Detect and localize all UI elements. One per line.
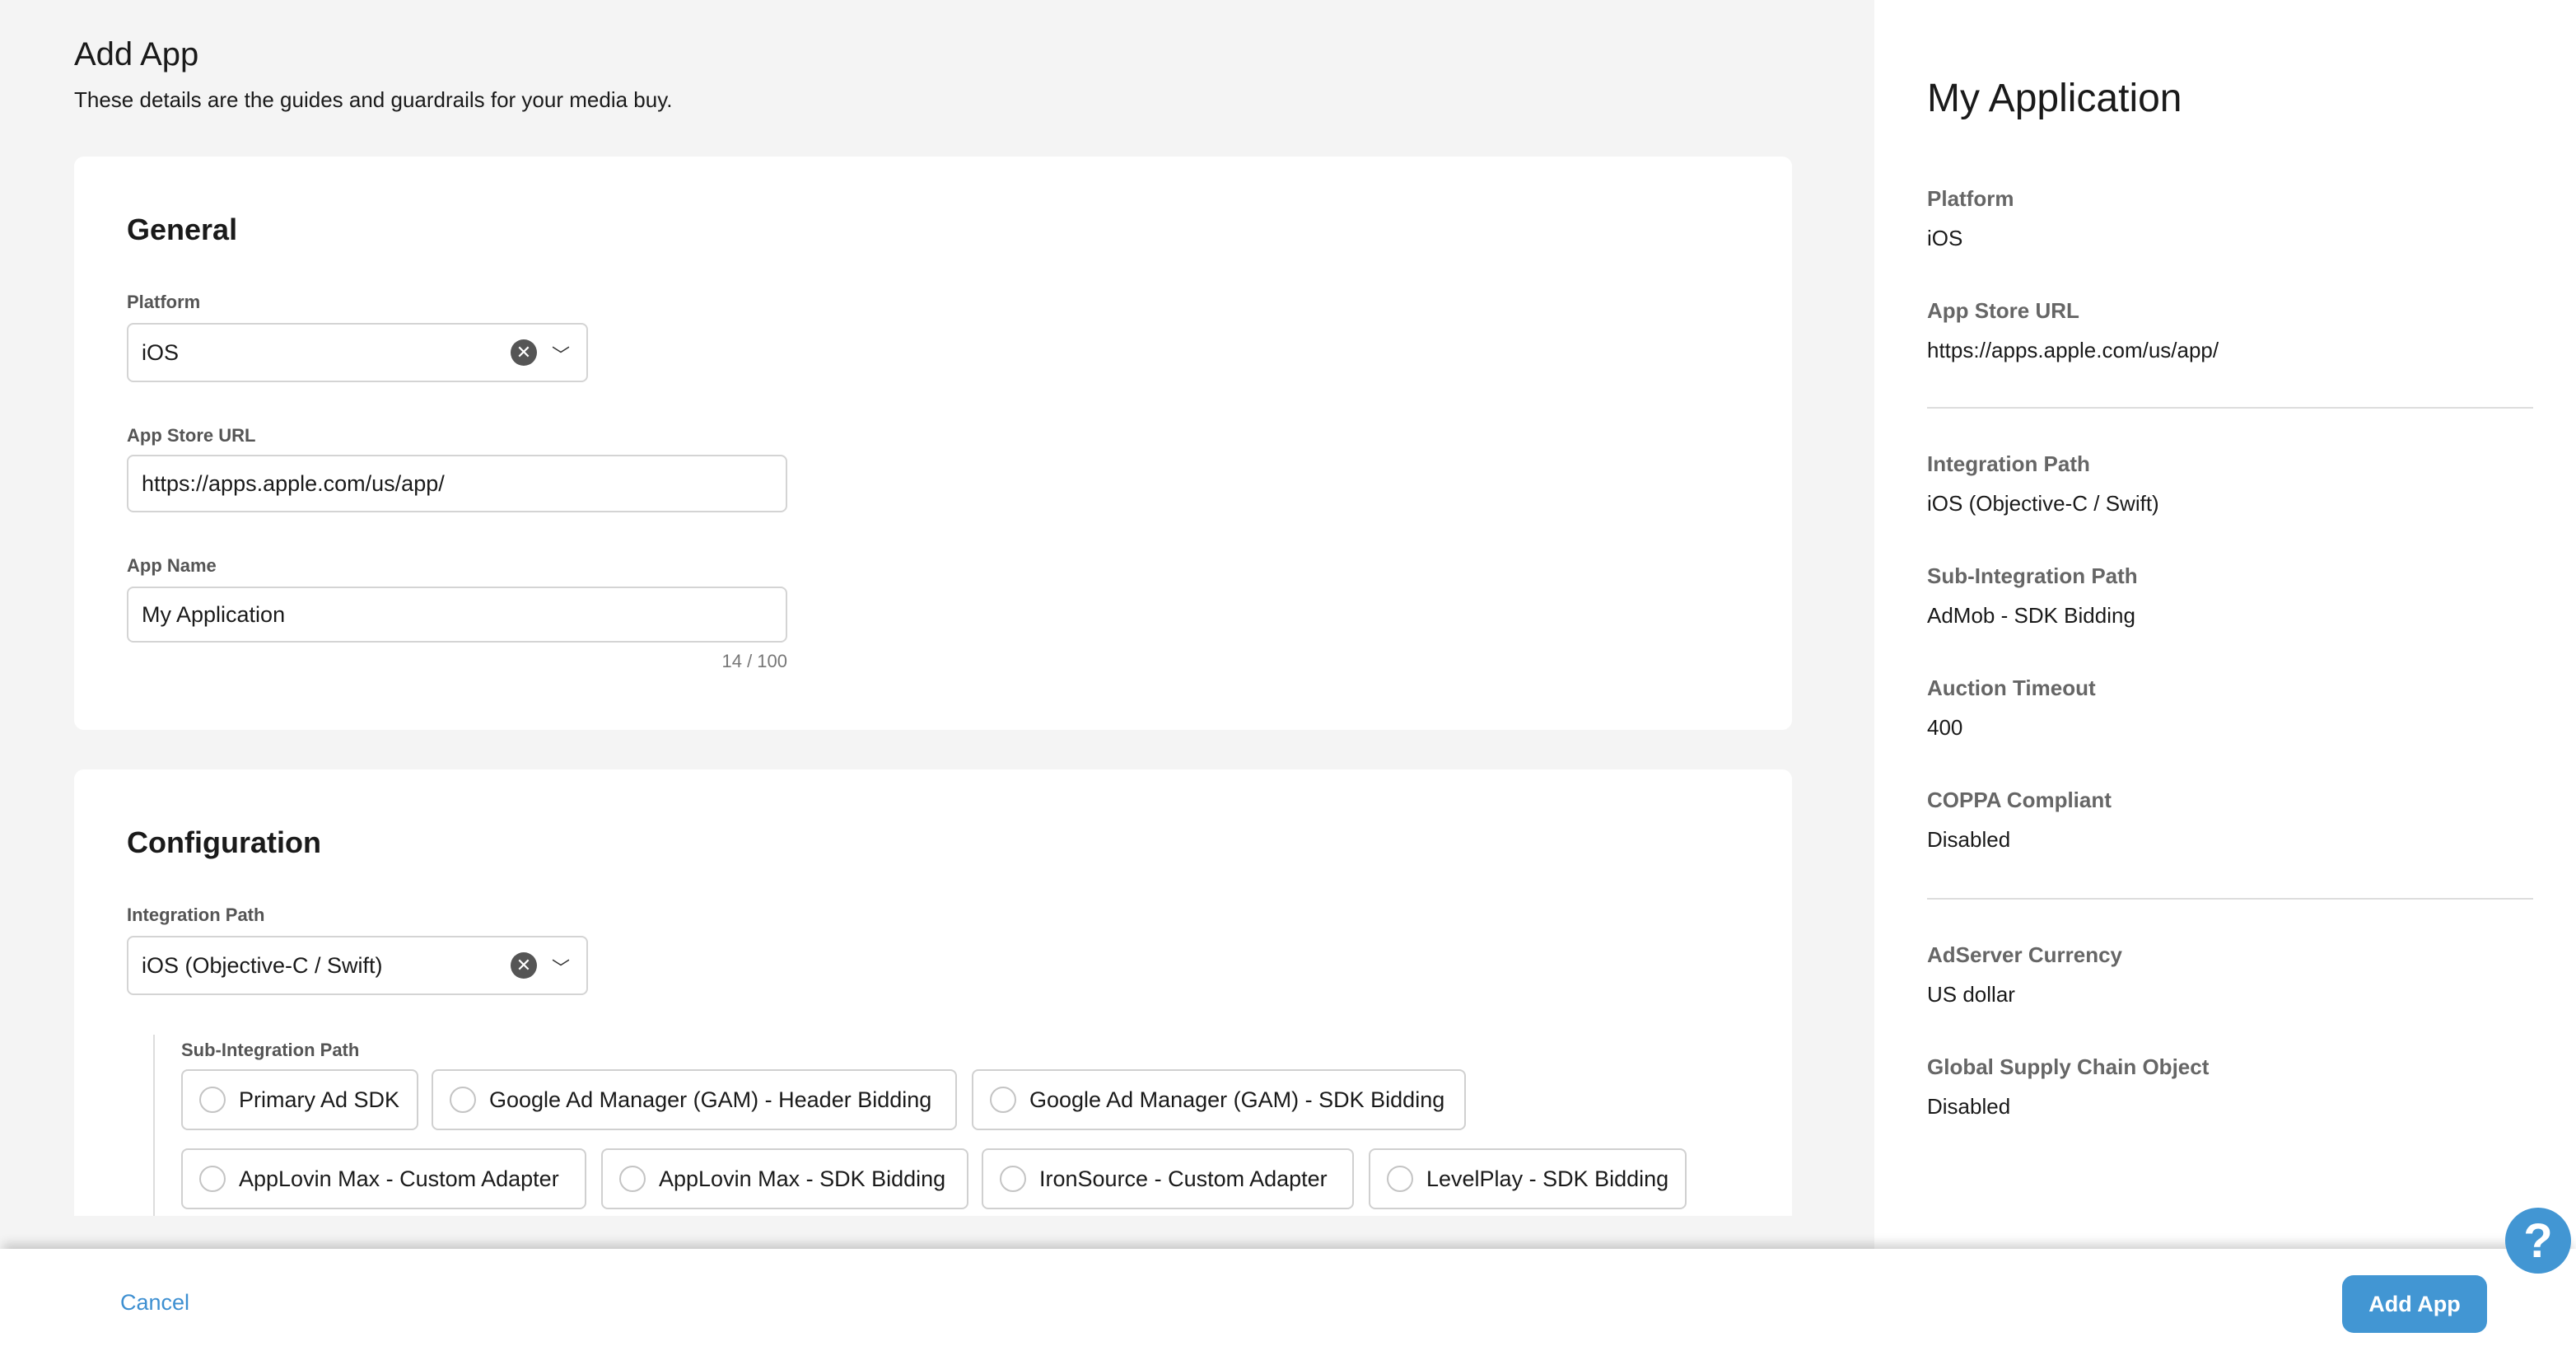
- summary-value: US dollar: [1927, 982, 2015, 1007]
- chevron-down-icon[interactable]: ﹀: [551, 345, 570, 366]
- summary-title: My Application: [1927, 77, 2182, 120]
- summary-value: Disabled: [1927, 1094, 2011, 1119]
- configuration-card: Configuration Integration Path iOS (Obje…: [74, 769, 1792, 1216]
- summary-label: AdServer Currency: [1927, 942, 2122, 967]
- help-icon[interactable]: ?: [2505, 1208, 2571, 1274]
- radio-levelplay-sdk-bidding[interactable]: LevelPlay - SDK Bidding: [1369, 1148, 1687, 1209]
- radio-label: AppLovin Max - Custom Adapter: [239, 1166, 559, 1191]
- platform-select[interactable]: iOS ✕ ﹀: [127, 323, 588, 382]
- summary-label: Sub-Integration Path: [1927, 563, 2138, 588]
- app-name-value: My Application: [142, 601, 286, 627]
- radio-label: IronSource - Custom Adapter: [1039, 1166, 1328, 1191]
- summary-panel: [1874, 0, 2576, 1351]
- page-subtitle: These details are the guides and guardra…: [74, 87, 673, 112]
- app-store-url-value: https://apps.apple.com/us/app/: [142, 470, 445, 496]
- summary-label: Integration Path: [1927, 451, 2090, 476]
- app-name-input[interactable]: My Application: [127, 587, 787, 643]
- general-card: General Platform iOS ✕ ﹀ App Store URL h…: [74, 157, 1792, 730]
- radio-circle-icon: [1000, 1166, 1026, 1192]
- form-area: Add App These details are the guides and…: [74, 36, 1792, 1216]
- sub-integration-divider: [153, 1035, 155, 1216]
- divider: [1927, 407, 2533, 409]
- summary-value: iOS (Objective-C / Swift): [1927, 491, 2159, 516]
- radio-label: Google Ad Manager (GAM) - Header Bidding: [489, 1087, 932, 1112]
- add-app-button[interactable]: Add App: [2342, 1275, 2487, 1333]
- summary-value: Disabled: [1927, 827, 2011, 852]
- footer-bar: [0, 1249, 2576, 1351]
- sub-integration-label: Sub-Integration Path: [181, 1040, 360, 1060]
- page-title: Add App: [74, 36, 199, 72]
- app-store-url-label: App Store URL: [127, 425, 256, 446]
- summary-label: COPPA Compliant: [1927, 788, 2112, 812]
- summary-label: Auction Timeout: [1927, 676, 2096, 700]
- radio-ironsource-custom-adapter[interactable]: IronSource - Custom Adapter: [982, 1148, 1354, 1209]
- clear-icon[interactable]: ✕: [511, 339, 537, 366]
- integration-path-label: Integration Path: [127, 905, 265, 925]
- radio-circle-icon: [450, 1087, 476, 1113]
- divider: [1927, 898, 2533, 900]
- summary-label: Global Supply Chain Object: [1927, 1054, 2210, 1079]
- app-name-counter: 14 / 100: [721, 651, 787, 671]
- chevron-down-icon[interactable]: ﹀: [551, 958, 570, 979]
- radio-applovin-sdk-bidding[interactable]: AppLovin Max - SDK Bidding: [601, 1148, 968, 1209]
- integration-path-value: iOS (Objective-C / Swift): [142, 952, 383, 978]
- radio-applovin-custom-adapter[interactable]: AppLovin Max - Custom Adapter: [181, 1148, 586, 1209]
- configuration-heading: Configuration: [127, 825, 321, 859]
- summary-label: Platform: [1927, 186, 2014, 211]
- radio-circle-icon: [1387, 1166, 1413, 1192]
- summary-value: 400: [1927, 715, 1963, 740]
- radio-circle-icon: [990, 1087, 1016, 1113]
- integration-path-select[interactable]: iOS (Objective-C / Swift) ✕ ﹀: [127, 936, 588, 995]
- radio-label: Primary Ad SDK: [239, 1087, 400, 1112]
- radio-label: Google Ad Manager (GAM) - SDK Bidding: [1029, 1087, 1445, 1112]
- summary-label: App Store URL: [1927, 298, 2079, 323]
- radio-circle-icon: [619, 1166, 646, 1192]
- radio-label: LevelPlay - SDK Bidding: [1426, 1166, 1669, 1191]
- radio-gam-header-bidding[interactable]: Google Ad Manager (GAM) - Header Bidding: [432, 1069, 957, 1130]
- radio-circle-icon: [199, 1166, 226, 1192]
- radio-label: AppLovin Max - SDK Bidding: [659, 1166, 946, 1191]
- clear-icon[interactable]: ✕: [511, 952, 537, 979]
- summary-value: AdMob - SDK Bidding: [1927, 603, 2135, 628]
- general-heading: General: [127, 213, 238, 246]
- summary-value: iOS: [1927, 226, 1963, 250]
- cancel-button[interactable]: Cancel: [120, 1290, 190, 1315]
- radio-gam-sdk-bidding[interactable]: Google Ad Manager (GAM) - SDK Bidding: [972, 1069, 1466, 1130]
- app-name-label: App Name: [127, 555, 217, 576]
- radio-circle-icon: [199, 1087, 226, 1113]
- summary-value: https://apps.apple.com/us/app/: [1927, 338, 2219, 362]
- platform-value: iOS: [142, 339, 180, 365]
- platform-label: Platform: [127, 292, 201, 312]
- radio-primary-ad-sdk[interactable]: Primary Ad SDK: [181, 1069, 418, 1130]
- app-store-url-input[interactable]: https://apps.apple.com/us/app/: [127, 455, 787, 512]
